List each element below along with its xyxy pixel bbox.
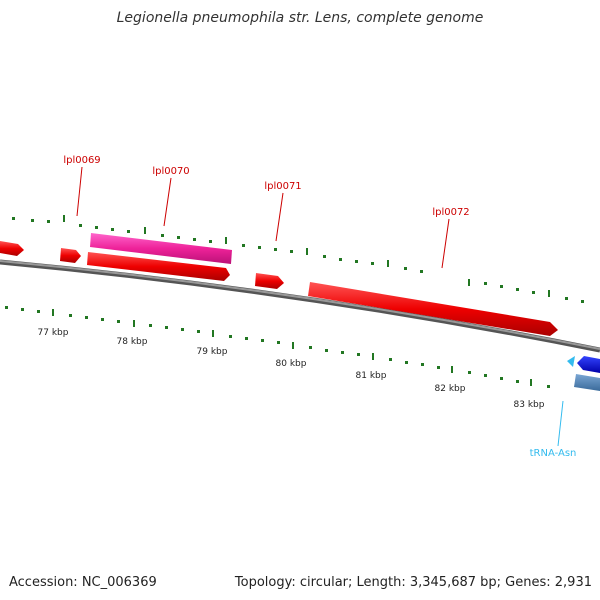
- gene-arrow[interactable]: [574, 374, 600, 391]
- gene-label-lpl0072[interactable]: lpl0072: [432, 207, 469, 218]
- outer-tick-row: [12, 215, 584, 303]
- gene-arrow[interactable]: [0, 241, 24, 256]
- trna-label[interactable]: tRNA-Asn: [530, 448, 577, 459]
- kbp-labels: 77 kbp 78 kbp 79 kbp 80 kbp 81 kbp 82 kb…: [38, 328, 545, 410]
- gene-labels: lpl0069 lpl0070 lpl0071 lpl0072 tRNA-Asn: [63, 155, 576, 459]
- leader-line: [441, 218, 450, 269]
- gene-arrow-lpl0071[interactable]: [255, 273, 284, 289]
- gene-label-lpl0070[interactable]: lpl0070: [152, 166, 189, 177]
- gene-arrow-lpl0070[interactable]: [90, 233, 232, 264]
- gene-arrows: [0, 233, 600, 391]
- kbp-label: 79 kbp: [197, 347, 228, 357]
- gene-label-lpl0069[interactable]: lpl0069: [63, 155, 100, 166]
- kbp-label: 80 kbp: [276, 359, 307, 369]
- gene-arrow-lpl0072[interactable]: [308, 282, 558, 336]
- gene-arrow[interactable]: [577, 356, 600, 373]
- kbp-label: 81 kbp: [356, 371, 387, 381]
- accession-text: Accession: NC_006369: [9, 575, 157, 590]
- genome-backbone: [0, 259, 600, 353]
- genome-backbone-highlight: [0, 260, 600, 350]
- kbp-label: 83 kbp: [514, 400, 545, 410]
- kbp-label: 82 kbp: [435, 384, 466, 394]
- genome-summary: Topology: circular; Length: 3,345,687 bp…: [234, 575, 592, 590]
- leader-line: [557, 400, 564, 447]
- kbp-label: 77 kbp: [38, 328, 69, 338]
- inner-tick-row: [5, 306, 550, 388]
- map-title: Legionella pneumophila str. Lens, comple…: [117, 10, 484, 26]
- leader-line: [275, 192, 284, 242]
- leader-line: [76, 166, 83, 217]
- kbp-label: 78 kbp: [117, 337, 148, 347]
- trna-marker[interactable]: [567, 356, 575, 367]
- gene-label-lpl0071[interactable]: lpl0071: [264, 181, 301, 192]
- gene-arrow[interactable]: [60, 248, 81, 263]
- gene-arrow[interactable]: [87, 252, 230, 281]
- leader-line: [163, 177, 172, 227]
